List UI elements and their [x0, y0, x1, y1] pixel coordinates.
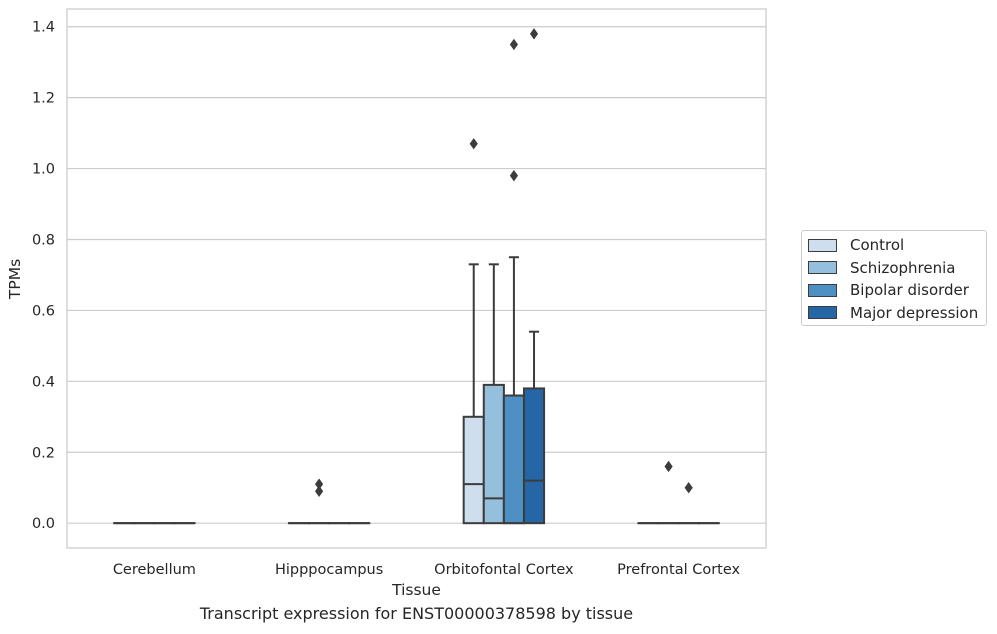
- outlier-point: [314, 478, 324, 490]
- legend: Control Schizophrenia Bipolar disorder M…: [801, 230, 987, 326]
- box-body: [522, 387, 546, 525]
- outlier-point: [684, 482, 693, 494]
- y-axis-title: TPMs: [6, 259, 24, 300]
- legend-label-bipolar-disorder: Bipolar disorder: [850, 281, 969, 299]
- box-bipolar-disorder: [502, 256, 525, 525]
- y-tick-label: 0.8: [32, 232, 55, 248]
- gridlines: [67, 26, 766, 524]
- outliers: [314, 28, 693, 497]
- y-tick-label: 0.2: [32, 445, 55, 461]
- box-body: [482, 383, 505, 525]
- chart-caption: Transcript expression for ENST0000037859…: [199, 604, 634, 623]
- y-tick-label: 0.6: [32, 303, 55, 319]
- box-schizophrenia: [482, 263, 505, 525]
- plot-frame: [66, 8, 767, 549]
- legend-swatch-major-depression: [808, 306, 837, 319]
- x-tick-label: Hipppocampus: [275, 562, 383, 578]
- legend-label-schizophrenia: Schizophrenia: [850, 258, 956, 277]
- box-major-depression: [522, 330, 546, 525]
- y-tick-labels: 0.0 0.2 0.4 0.6 0.8 1.0 1.2 1.4: [32, 20, 55, 532]
- x-axis-title: Tissue: [391, 581, 441, 599]
- legend-item-major-depression: Major depression: [808, 302, 978, 324]
- outlier-point: [314, 485, 324, 497]
- outlier-point: [509, 38, 519, 51]
- legend-item-bipolar-disorder: Bipolar disorder: [808, 279, 969, 301]
- outlier-point: [509, 169, 519, 182]
- outlier-point: [664, 460, 673, 473]
- x-tick-label: Orbitofontal Cortex: [434, 562, 574, 578]
- box-body: [462, 415, 485, 525]
- box-body: [502, 394, 525, 525]
- x-tick-label: Prefrontal Cortex: [617, 562, 740, 578]
- legend-label-major-depression: Major depression: [850, 303, 979, 322]
- box-control: [462, 263, 485, 525]
- y-tick-label: 0.0: [32, 516, 55, 532]
- outlier-point: [469, 138, 478, 150]
- y-tick-label: 1.4: [32, 20, 55, 36]
- boxplots: [113, 256, 720, 525]
- legend-item-control: Control: [808, 234, 904, 256]
- x-tick-labels: Cerebellum Hipppocampus Orbitofontal Corte…: [113, 562, 741, 578]
- x-tick-label: Cerebellum: [113, 562, 196, 578]
- legend-item-schizophrenia: Schizophrenia: [808, 257, 955, 279]
- y-tick-label: 1.0: [32, 162, 55, 178]
- legend-swatch-control: [808, 238, 837, 252]
- outlier-point: [529, 28, 539, 40]
- legend-label-control: Control: [850, 236, 905, 254]
- y-tick-label: 0.4: [32, 374, 55, 390]
- y-tick-label: 1.2: [32, 91, 55, 107]
- legend-swatch-bipolar-disorder: [808, 283, 837, 297]
- legend-swatch-schizophrenia: [808, 261, 837, 274]
